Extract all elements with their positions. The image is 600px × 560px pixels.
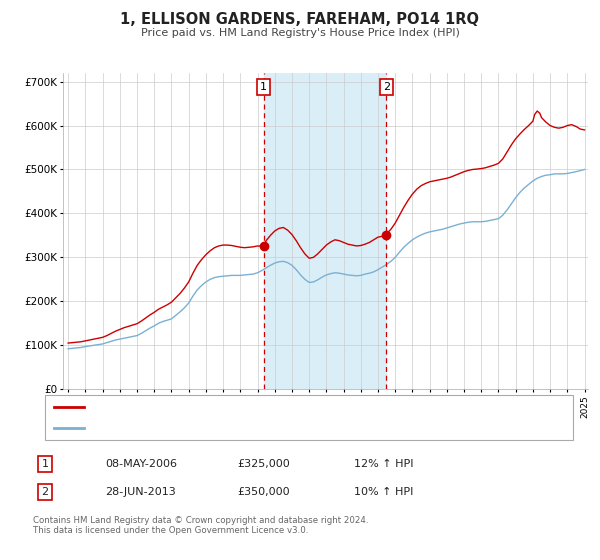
Text: 12% ↑ HPI: 12% ↑ HPI [354,459,413,469]
Text: 28-JUN-2013: 28-JUN-2013 [105,487,176,497]
Text: 2: 2 [41,487,49,497]
Text: This data is licensed under the Open Government Licence v3.0.: This data is licensed under the Open Gov… [33,526,308,535]
Text: Price paid vs. HM Land Registry's House Price Index (HPI): Price paid vs. HM Land Registry's House … [140,28,460,38]
Text: Contains HM Land Registry data © Crown copyright and database right 2024.: Contains HM Land Registry data © Crown c… [33,516,368,525]
Text: £325,000: £325,000 [237,459,290,469]
Text: 08-MAY-2006: 08-MAY-2006 [105,459,177,469]
Text: 10% ↑ HPI: 10% ↑ HPI [354,487,413,497]
Text: HPI: Average price, detached house, Fareham: HPI: Average price, detached house, Fare… [89,422,316,432]
Text: 1, ELLISON GARDENS, FAREHAM, PO14 1RQ: 1, ELLISON GARDENS, FAREHAM, PO14 1RQ [121,12,479,27]
Text: 2: 2 [383,82,390,92]
Text: 1, ELLISON GARDENS, FAREHAM, PO14 1RQ (detached house): 1, ELLISON GARDENS, FAREHAM, PO14 1RQ (d… [89,402,397,412]
Text: 1: 1 [260,82,267,92]
Bar [264,73,386,389]
Text: £350,000: £350,000 [237,487,290,497]
Text: 1: 1 [41,459,49,469]
